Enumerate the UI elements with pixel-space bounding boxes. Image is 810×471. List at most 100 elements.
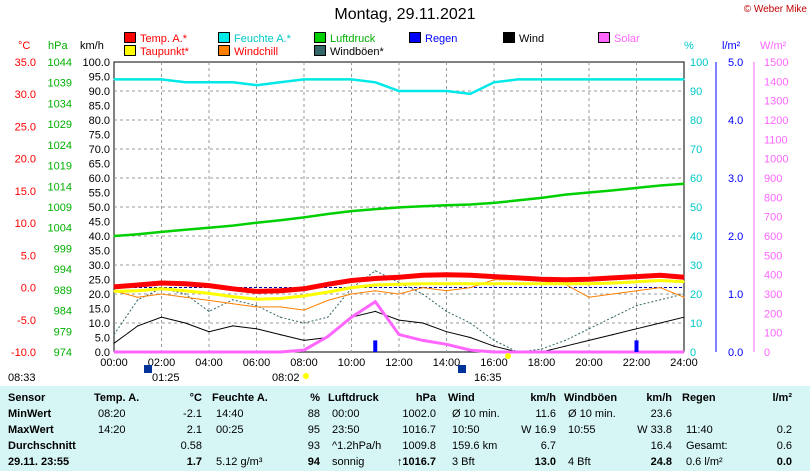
- series-point: [635, 78, 638, 80]
- series-point: [160, 293, 163, 295]
- series-point: [113, 78, 115, 80]
- legend-label: Windchill: [234, 46, 279, 58]
- pressure-tick-label: 974: [54, 347, 72, 359]
- series-point: [659, 351, 661, 353]
- table-cell-value: 1009.8: [402, 440, 436, 452]
- series-point: [635, 328, 638, 330]
- weather-chart: 35.0 30.0 25.0 20.0 15.0 10.0 5.0 0.0 -5.0 -10.0 1…: [11, 57, 788, 379]
- series-point: [683, 293, 685, 295]
- legend-rain: Regen: [409, 32, 457, 45]
- series-point: [113, 334, 115, 336]
- solar-tick-label: 1200: [764, 115, 788, 127]
- solar-tick-label: 400: [764, 270, 782, 282]
- series-point: [137, 284, 139, 286]
- series-point: [232, 81, 234, 83]
- series-point: [422, 274, 424, 276]
- series-point: [683, 296, 685, 298]
- series-point: [184, 293, 186, 295]
- table-header-unit: %: [310, 392, 320, 404]
- series-point: [398, 293, 400, 295]
- series-point: [517, 199, 519, 201]
- table-header-unit: km/h: [530, 392, 556, 404]
- series-point: [422, 90, 424, 92]
- table-header: Windböen: [564, 392, 618, 404]
- series-point: [255, 84, 258, 86]
- series-point: [113, 290, 115, 293]
- legend-label: Regen: [425, 33, 458, 45]
- series-point: [255, 290, 258, 293]
- series-point: [588, 283, 590, 285]
- series-point: [659, 184, 661, 187]
- x-tick-label: 18:00: [528, 357, 556, 369]
- sunrise-marker: [303, 373, 309, 379]
- x-tick-label: 00:00: [100, 357, 128, 369]
- series-point: [493, 351, 495, 353]
- series-point: [327, 78, 329, 80]
- series-point: [137, 290, 139, 292]
- wind-tick-label: 50.0: [89, 202, 110, 214]
- series-point: [445, 290, 448, 292]
- x-tick-label: 08:00: [290, 357, 318, 369]
- series-point: [279, 290, 281, 292]
- series-point: [564, 193, 566, 196]
- series-point: [184, 290, 186, 292]
- pressure-tick-label: 1014: [48, 181, 72, 193]
- legend-pressure: Luftdruck: [314, 32, 375, 45]
- legend-label: Wind: [519, 33, 545, 45]
- legend-wind: Wind: [503, 32, 544, 45]
- rain-bar: [634, 340, 639, 352]
- table-cell-value: 11.6: [535, 408, 556, 420]
- table-cell-value: ↑1016.7: [396, 456, 436, 468]
- series-point: [208, 292, 210, 294]
- series-point: [137, 351, 139, 353]
- series-point: [232, 303, 234, 305]
- series-point: [350, 78, 353, 80]
- table-row-label: MaxWert: [8, 424, 54, 436]
- humidity-tick-label: 60: [690, 173, 702, 185]
- series-point: [255, 305, 258, 307]
- series-point: [659, 279, 661, 282]
- series-point: [184, 81, 186, 83]
- legend-swatch: [218, 45, 230, 56]
- solar-tick-label: 1000: [764, 154, 788, 166]
- series-point: [184, 283, 186, 285]
- sunrise-time: 08:02: [272, 372, 300, 384]
- series-point: [659, 286, 661, 289]
- solar-tick-label: 1400: [764, 76, 788, 88]
- table-cell-value: 88: [307, 408, 320, 420]
- series-point: [374, 270, 376, 272]
- series-point: [422, 322, 424, 324]
- pressure-unit: hPa: [48, 40, 68, 52]
- series-point: [208, 299, 210, 302]
- series-point: [612, 277, 614, 279]
- series-point: [374, 301, 376, 303]
- legend-swatch: [314, 32, 326, 43]
- solar-tick-label: 1300: [764, 96, 788, 108]
- chart-title: Montag, 29.11.2021: [334, 6, 476, 23]
- series-point: [374, 208, 376, 210]
- series-point: [208, 81, 210, 83]
- series-point: [137, 299, 139, 301]
- series-point: [517, 351, 519, 353]
- series-point: [279, 316, 281, 318]
- series-point: [683, 281, 685, 283]
- wind-tick-label: 30.0: [89, 260, 110, 272]
- series-point: [327, 299, 329, 302]
- series-point: [113, 286, 115, 288]
- x-tick-label: 04:00: [195, 357, 223, 369]
- series-point: [659, 322, 661, 324]
- series-point: [232, 225, 234, 227]
- temp-tick-label: 35.0: [15, 57, 36, 69]
- rain-tick-label: 3.0: [728, 173, 743, 185]
- series-point: [683, 78, 685, 80]
- series-point: [469, 93, 471, 95]
- series-point: [683, 351, 685, 353]
- series-point: [327, 283, 329, 285]
- series-point: [327, 291, 329, 293]
- humidity-unit: %: [684, 40, 694, 52]
- series-point: [469, 203, 471, 206]
- series-point: [564, 283, 566, 285]
- series-point: [303, 339, 305, 341]
- series-point: [564, 78, 566, 80]
- table-header: Temp. A.: [94, 392, 140, 404]
